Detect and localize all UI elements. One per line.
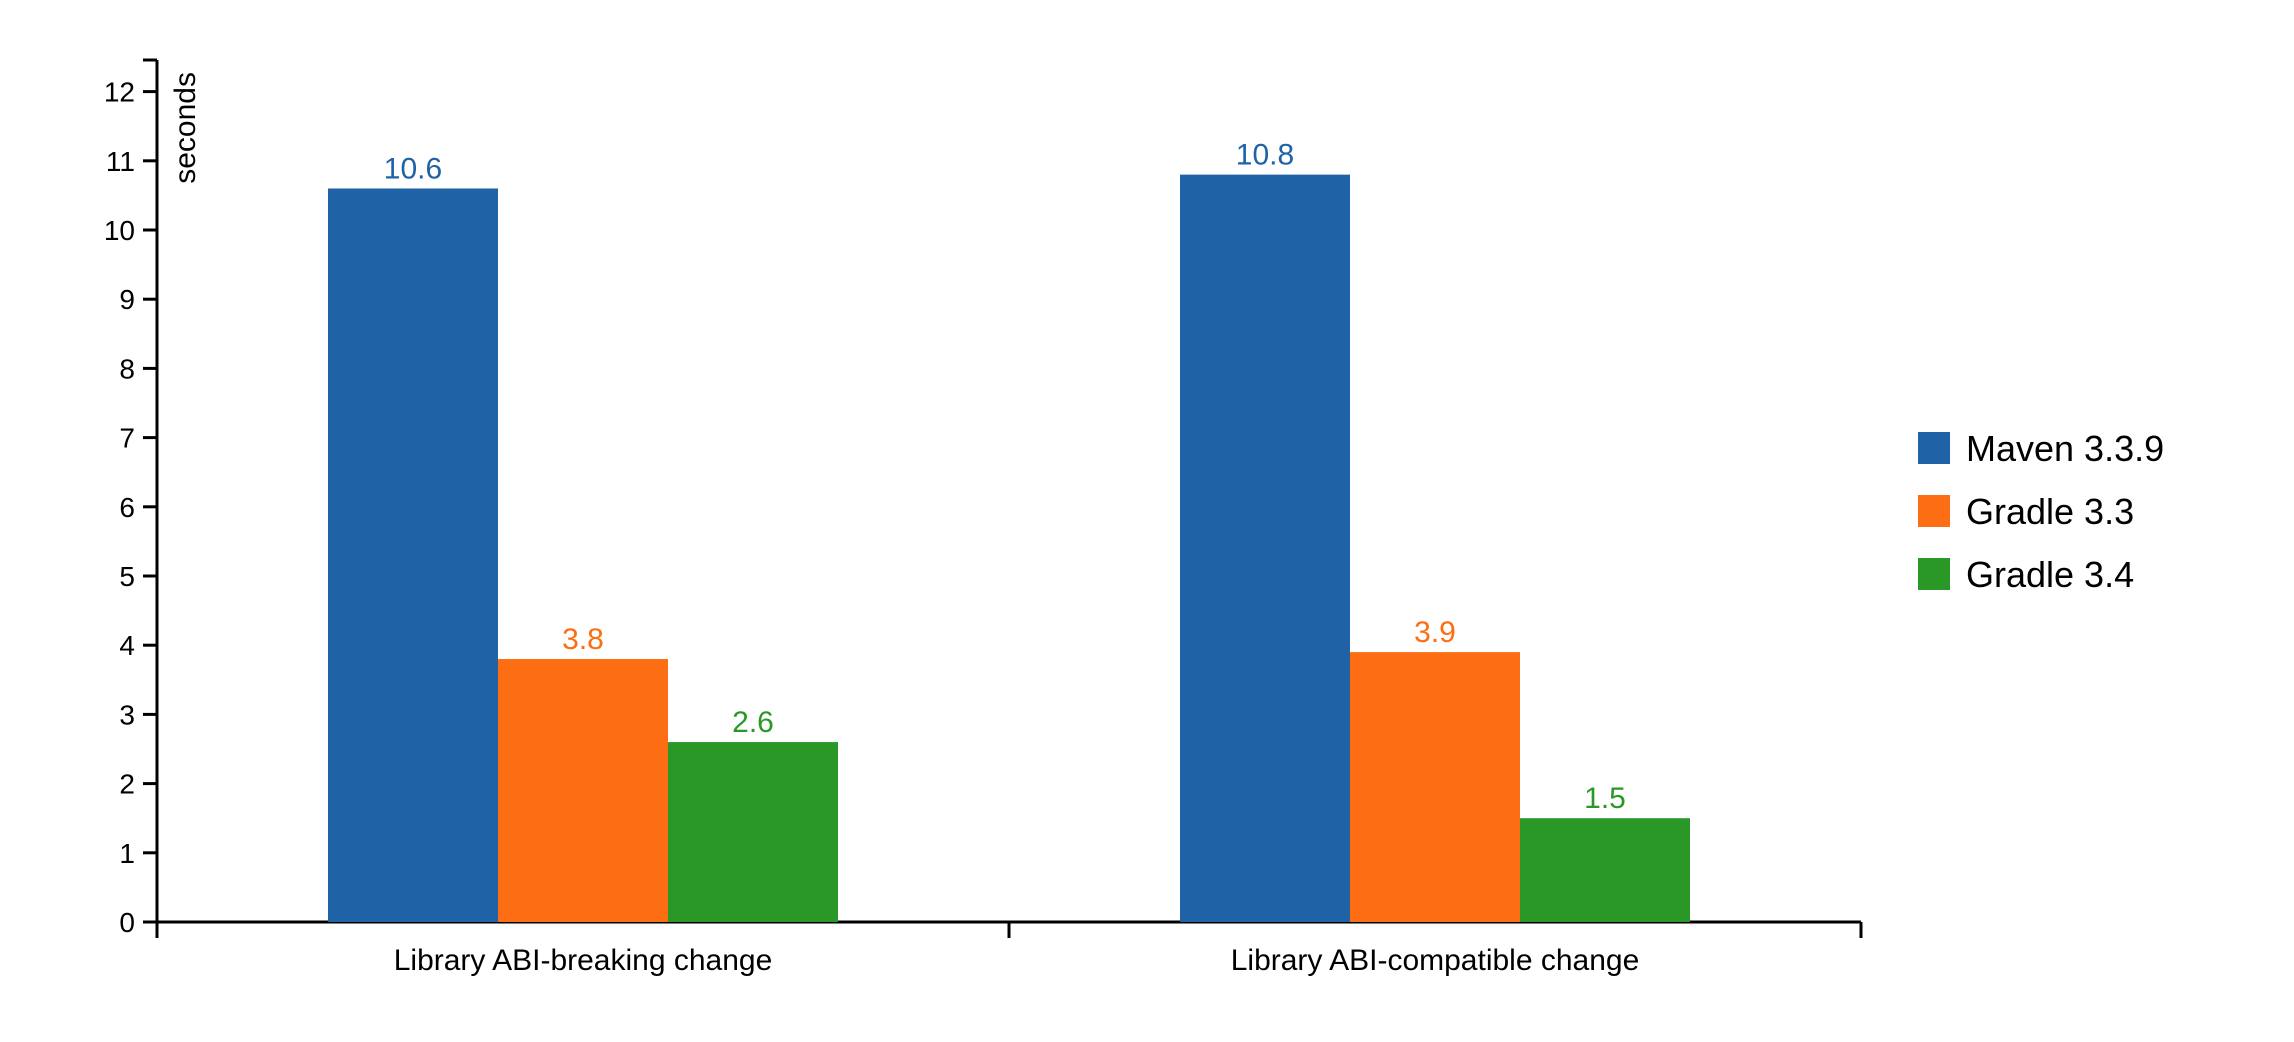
bar-value-label: 3.9	[1414, 616, 1456, 649]
y-tick-label: 7	[119, 423, 135, 454]
bar-value-label: 10.8	[1236, 139, 1294, 172]
legend: Maven 3.3.9 Gradle 3.3 Gradle 3.4	[1918, 428, 2164, 595]
bar	[1350, 652, 1520, 922]
bar-value-label: 1.5	[1584, 782, 1626, 815]
y-tick-label: 12	[104, 77, 135, 108]
y-tick-label: 11	[106, 146, 135, 177]
bar-value-label: 2.6	[732, 706, 774, 739]
y-tick-label: 2	[119, 769, 135, 800]
legend-swatch	[1918, 495, 1950, 527]
y-tick-label: 3	[119, 699, 135, 730]
legend-swatch	[1918, 558, 1950, 590]
x-category-label: Library ABI-breaking change	[394, 944, 773, 977]
y-tick-label: 5	[119, 561, 135, 592]
legend-label: Gradle 3.3	[1966, 491, 2134, 532]
y-tick-label: 4	[119, 630, 135, 661]
value-labels: 10.6 3.8 2.6 10.8 3.9 1.5	[384, 139, 1626, 816]
legend-swatch	[1918, 432, 1950, 464]
y-tick-label: 10	[104, 215, 135, 246]
legend-label: Maven 3.3.9	[1966, 428, 2164, 469]
bar	[1520, 818, 1690, 922]
bar	[668, 742, 838, 922]
x-category-label: Library ABI-compatible change	[1231, 944, 1640, 977]
bar	[328, 188, 498, 923]
y-tick-label: 8	[119, 353, 135, 384]
x-axis: Library ABI-breaking change Library ABI-c…	[155, 920, 1863, 977]
bar-value-label: 10.6	[384, 152, 442, 185]
bars	[328, 174, 1690, 923]
y-axis-title: seconds	[169, 72, 202, 184]
legend-label: Gradle 3.4	[1966, 554, 2134, 595]
bar-value-label: 3.8	[562, 623, 604, 656]
y-tick-label: 9	[119, 284, 135, 315]
y-tick-label: 6	[119, 492, 135, 523]
y-tick-label: 1	[119, 838, 135, 869]
bar	[498, 659, 668, 922]
y-tick-label: 0	[119, 907, 135, 938]
bar	[1180, 174, 1350, 922]
